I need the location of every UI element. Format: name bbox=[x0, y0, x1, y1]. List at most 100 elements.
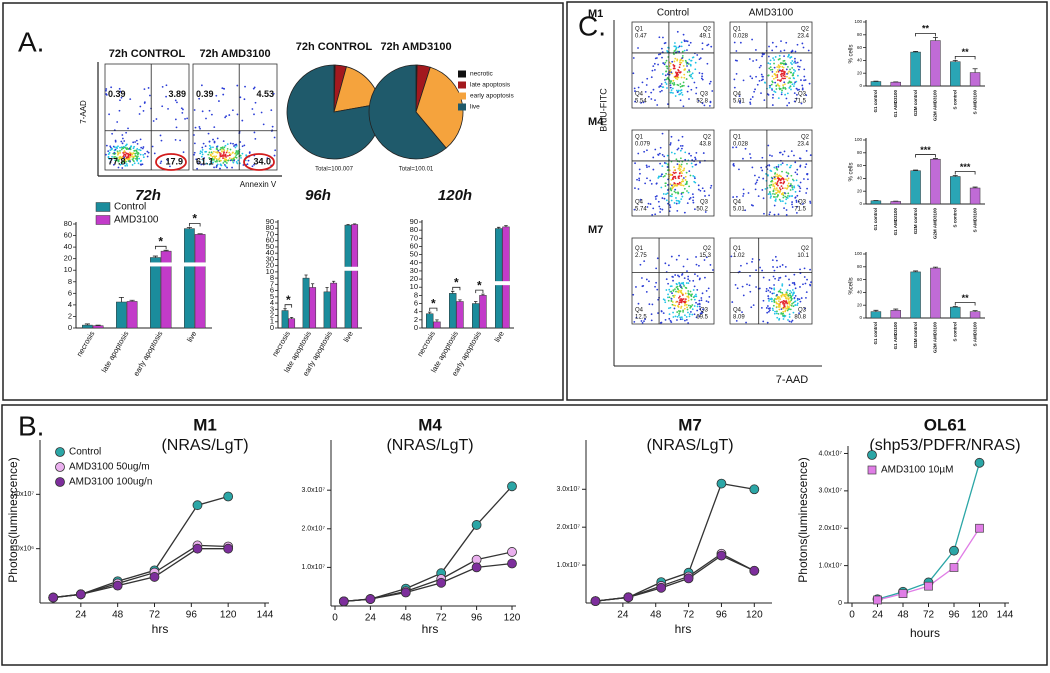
event-dot bbox=[160, 162, 162, 164]
x-tick-label: live bbox=[342, 329, 355, 343]
event-dot bbox=[677, 316, 679, 318]
event-dot bbox=[675, 48, 677, 50]
event-dot bbox=[734, 87, 736, 89]
event-dot bbox=[686, 172, 688, 174]
event-dot bbox=[213, 151, 215, 153]
event-dot bbox=[790, 185, 792, 187]
event-dot bbox=[691, 295, 693, 297]
bar bbox=[472, 304, 479, 328]
event-dot bbox=[784, 94, 786, 96]
x-tick-label: live bbox=[185, 329, 198, 343]
event-dot bbox=[210, 146, 212, 148]
y-tick-label: 2 bbox=[414, 315, 418, 324]
event-dot bbox=[699, 190, 701, 192]
event-dot bbox=[788, 308, 790, 310]
event-dot bbox=[683, 34, 685, 36]
event-dot bbox=[117, 152, 119, 154]
event-dot bbox=[793, 305, 795, 307]
x-tick-label: 96 bbox=[471, 613, 483, 624]
event-dot bbox=[701, 73, 703, 75]
chart-subtitle: (NRAS/LgT) bbox=[161, 437, 248, 454]
event-dot bbox=[686, 182, 688, 184]
event-dot bbox=[127, 158, 129, 160]
event-dot bbox=[221, 147, 223, 149]
event-dot bbox=[225, 154, 227, 156]
event-dot bbox=[684, 303, 686, 305]
event-dot bbox=[694, 273, 696, 275]
event-dot bbox=[683, 74, 685, 76]
x-tick-label: 96 bbox=[716, 610, 728, 621]
event-dot bbox=[769, 291, 771, 293]
event-dot bbox=[679, 299, 681, 301]
event-dot bbox=[681, 92, 683, 94]
event-dot bbox=[803, 68, 805, 70]
event-dot bbox=[673, 53, 675, 55]
significance-label: ** bbox=[922, 24, 930, 34]
significance-label: ** bbox=[962, 293, 970, 303]
y-tick-label: 8 bbox=[68, 277, 72, 286]
event-dot bbox=[800, 60, 802, 62]
event-dot bbox=[230, 159, 232, 161]
event-dot bbox=[682, 318, 684, 320]
event-dot bbox=[678, 177, 680, 179]
event-dot bbox=[793, 274, 795, 276]
event-dot bbox=[133, 150, 135, 152]
event-dot bbox=[773, 276, 775, 278]
event-dot bbox=[787, 56, 789, 58]
event-dot bbox=[769, 287, 771, 289]
event-dot bbox=[687, 290, 689, 292]
event-dot bbox=[223, 146, 225, 148]
event-dot bbox=[695, 302, 697, 304]
event-dot bbox=[664, 175, 666, 177]
x-tick-label: 120 bbox=[746, 610, 763, 621]
event-dot bbox=[657, 257, 659, 259]
event-dot bbox=[193, 134, 195, 136]
event-dot bbox=[781, 283, 783, 285]
event-dot bbox=[805, 79, 807, 81]
event-dot bbox=[134, 162, 136, 164]
event-dot bbox=[791, 303, 793, 305]
event-dot bbox=[673, 172, 675, 174]
y-tick-label: 90 bbox=[266, 217, 274, 226]
bar bbox=[116, 302, 126, 328]
event-dot bbox=[227, 155, 229, 157]
event-dot bbox=[670, 321, 672, 323]
event-dot bbox=[764, 188, 766, 190]
event-dot bbox=[771, 300, 773, 302]
event-dot bbox=[685, 287, 687, 289]
event-dot bbox=[659, 211, 661, 213]
event-dot bbox=[654, 99, 656, 101]
event-dot bbox=[785, 198, 787, 200]
event-dot bbox=[678, 176, 680, 178]
event-dot bbox=[214, 161, 216, 163]
y-tick-label: 40 bbox=[410, 258, 418, 267]
event-dot bbox=[674, 305, 676, 307]
event-dot bbox=[661, 173, 663, 175]
x-tick-label: S AMD3100 bbox=[972, 322, 977, 347]
chart-subtitle: (NRAS/LgT) bbox=[386, 437, 473, 454]
event-dot bbox=[752, 96, 754, 98]
event-dot bbox=[810, 154, 812, 156]
event-dot bbox=[687, 71, 689, 73]
bar bbox=[480, 295, 487, 328]
event-dot bbox=[665, 319, 667, 321]
event-dot bbox=[786, 209, 788, 211]
quadrant-value: 34.0 bbox=[253, 156, 271, 166]
event-dot bbox=[133, 157, 135, 159]
event-dot bbox=[224, 164, 226, 166]
y-tick-label: 60 bbox=[64, 231, 72, 240]
event-dot bbox=[694, 285, 696, 287]
event-dot bbox=[751, 167, 753, 169]
event-dot bbox=[674, 308, 676, 310]
event-dot bbox=[676, 84, 678, 86]
bar bbox=[950, 307, 960, 318]
event-dot bbox=[662, 133, 664, 135]
event-dot bbox=[198, 126, 200, 128]
event-dot bbox=[786, 188, 788, 190]
event-dot bbox=[680, 86, 682, 88]
event-dot bbox=[670, 190, 672, 192]
event-dot bbox=[678, 310, 680, 312]
event-dot bbox=[671, 152, 673, 154]
event-dot bbox=[673, 68, 675, 70]
event-dot bbox=[704, 195, 706, 197]
